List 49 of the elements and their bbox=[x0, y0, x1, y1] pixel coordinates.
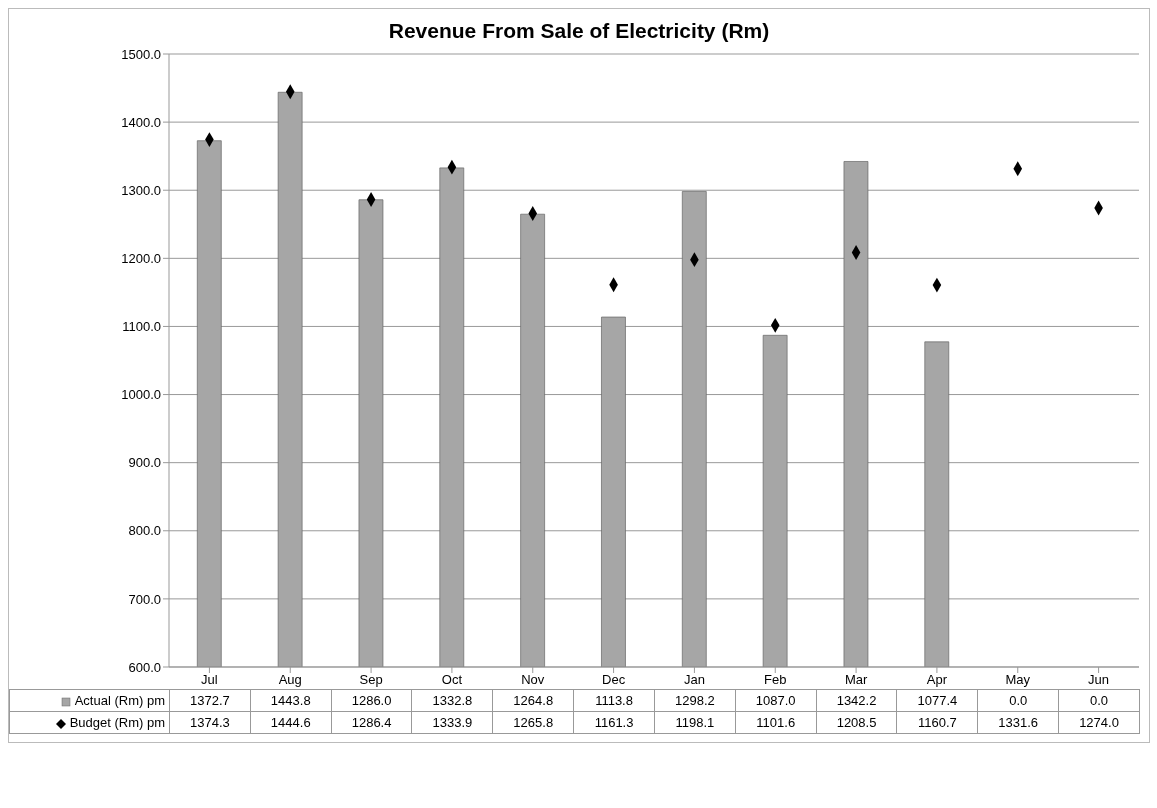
data-label: 1444.6 bbox=[250, 711, 332, 734]
data-label: 1077.4 bbox=[896, 689, 978, 712]
data-label: 1087.0 bbox=[735, 689, 817, 712]
x-tick-label: Dec bbox=[602, 672, 626, 688]
data-label: 1160.7 bbox=[896, 711, 978, 734]
data-label: 1101.6 bbox=[735, 711, 817, 734]
data-label: 1298.2 bbox=[654, 689, 736, 712]
data-label: 1372.7 bbox=[169, 689, 251, 712]
data-label: 1342.2 bbox=[816, 689, 897, 712]
y-tick-label: 1400.0 bbox=[121, 114, 161, 130]
y-tick-label: 1200.0 bbox=[121, 250, 161, 266]
text: 0.0 bbox=[1089, 693, 1109, 708]
legend-label: Budget (Rm) pm bbox=[9, 711, 170, 734]
x-tick-label: Oct bbox=[441, 672, 463, 688]
x-tick-label: Mar bbox=[844, 672, 868, 688]
x-tick-label: Aug bbox=[278, 672, 302, 688]
x-tick-label: Sep bbox=[359, 672, 383, 688]
data-label: 1274.0 bbox=[1058, 711, 1140, 734]
legend-label: Actual (Rm) pm bbox=[9, 689, 170, 712]
y-tick-label: 1000.0 bbox=[121, 387, 161, 403]
data-label: 1161.3 bbox=[573, 711, 655, 734]
chart-title: Revenue From Sale of Electricity (Rm) bbox=[388, 19, 770, 42]
y-tick-label: 1100.0 bbox=[122, 319, 161, 335]
x-tick-label: Jul bbox=[201, 672, 218, 688]
x-tick-label: Nov bbox=[521, 672, 545, 688]
y-tick-label: 800.0 bbox=[128, 523, 161, 539]
data-label: 1333.9 bbox=[411, 711, 493, 734]
data-label: 1332.8 bbox=[411, 689, 493, 712]
x-tick-label: Jun bbox=[1088, 672, 1110, 688]
data-label: 1443.8 bbox=[250, 689, 332, 712]
y-tick-label: 1300.0 bbox=[121, 182, 161, 198]
data-label: 1286.4 bbox=[331, 711, 412, 734]
x-tick-label: May bbox=[1005, 672, 1031, 688]
data-label: 1113.8 bbox=[573, 689, 655, 712]
data-label: 1265.8 bbox=[492, 711, 574, 734]
data-label: 1286.0 bbox=[331, 689, 412, 712]
y-tick-label: 700.0 bbox=[128, 591, 161, 607]
data-label: 1198.1 bbox=[654, 711, 736, 734]
data-label: 1264.8 bbox=[492, 689, 574, 712]
y-tick-label: 900.0 bbox=[128, 455, 161, 471]
data-label: 1374.3 bbox=[169, 711, 251, 734]
data-label: 1331.6 bbox=[977, 711, 1059, 734]
x-tick-label: Feb bbox=[764, 672, 787, 688]
data-label: 1208.5 bbox=[816, 711, 897, 734]
x-tick-label: Jan bbox=[683, 672, 705, 688]
y-tick-label: 1500.0 bbox=[121, 46, 161, 62]
text: 0.0 bbox=[1009, 693, 1028, 708]
x-tick-label: Apr bbox=[926, 672, 948, 688]
y-tick-label: 600.0 bbox=[128, 659, 161, 675]
